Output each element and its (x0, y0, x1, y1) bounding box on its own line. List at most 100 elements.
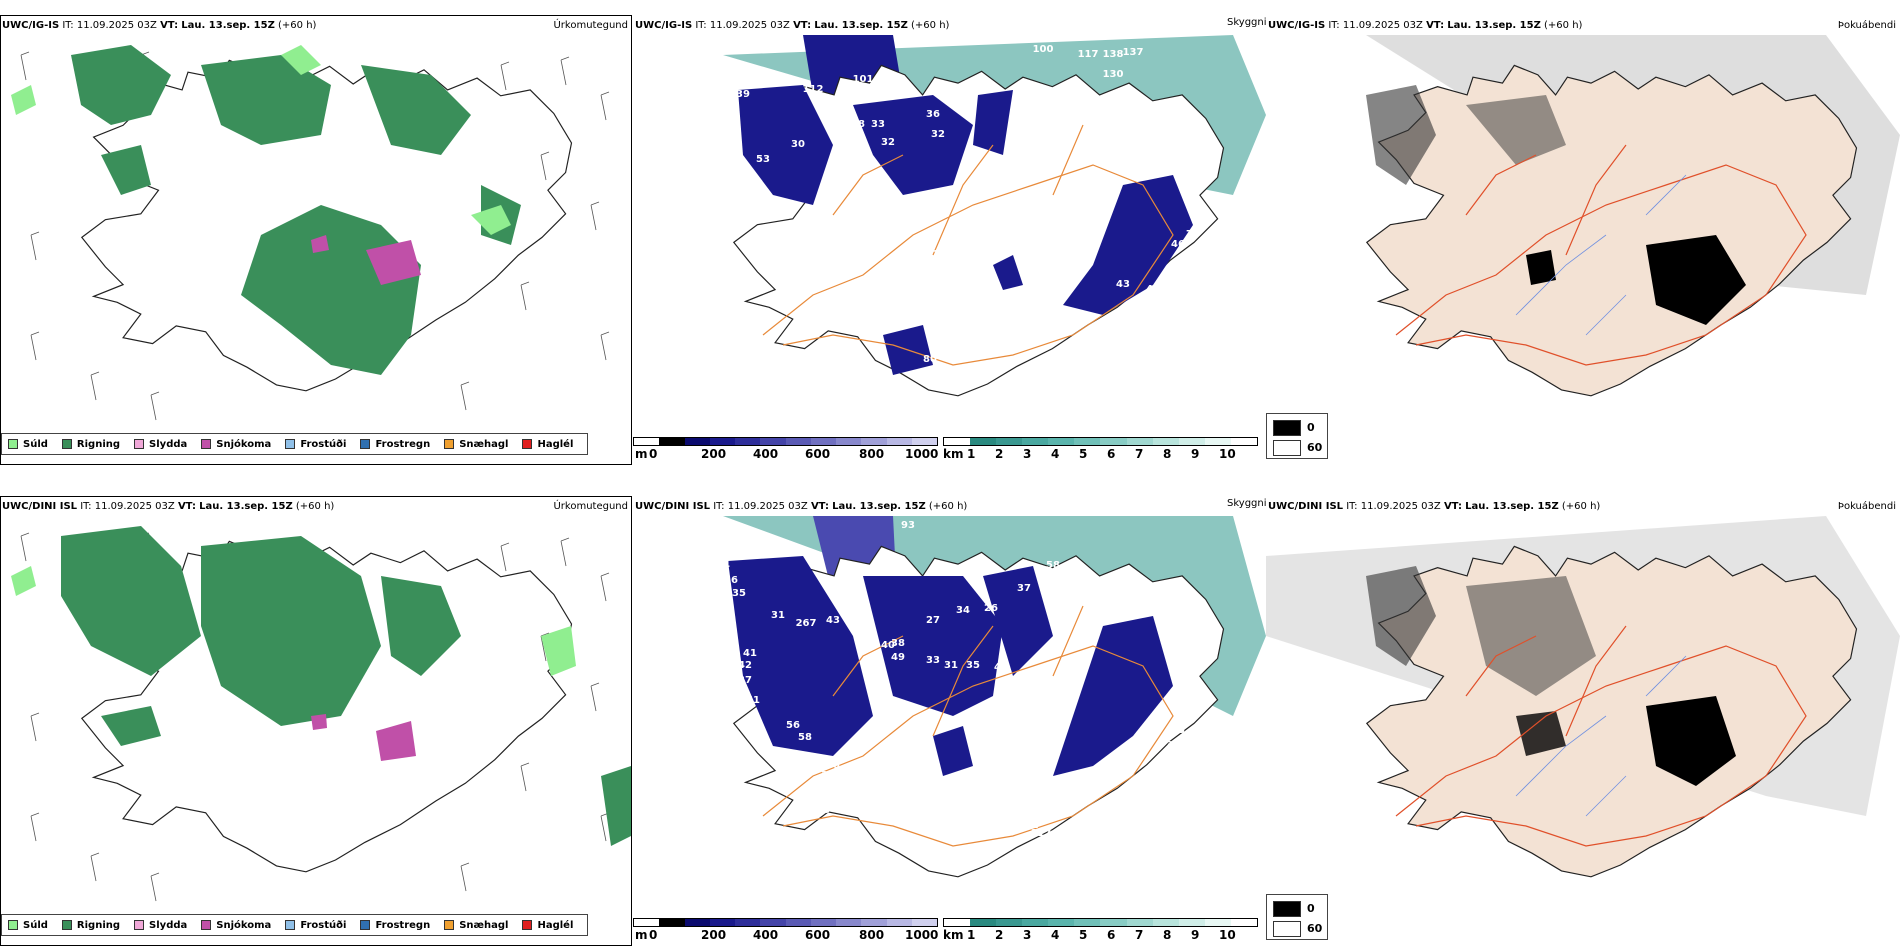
vis-tick: 4 (1051, 447, 1060, 461)
cloud-base-label: 117 (1078, 49, 1099, 60)
cloud-base-label: 109 (1023, 805, 1044, 816)
fog-rivers (1515, 174, 1687, 336)
cloud-base-label: 31 (944, 660, 958, 671)
it-value: 11.09.2025 03Z (709, 20, 790, 31)
vis-tick: 1 (967, 447, 976, 461)
height-unit: m (635, 447, 648, 461)
lead-time: (+60 h) (1561, 501, 1601, 512)
vis-tick: 6 (1107, 447, 1116, 461)
height-tick: 0 (649, 928, 658, 942)
cloud-base-label: 55 (856, 249, 870, 260)
legend-item-frostudi: Frostúði (285, 439, 346, 450)
vis-tick: 3 (1023, 928, 1032, 942)
cloud-base-label: 58 (851, 119, 865, 130)
vis-tick: 1 (967, 928, 976, 942)
vt-label: VT: (1426, 20, 1445, 31)
cloud-base-label: 49 (1021, 169, 1035, 180)
cloud-base-label: 49 (891, 652, 905, 663)
cloud-base-label: 39 (1166, 740, 1180, 751)
cloud-base-label: 34 (1066, 349, 1080, 360)
vis-tick: 10 (1219, 928, 1236, 942)
cloud-base-label: 44 (723, 647, 737, 658)
model-name: UWC/IG-IS (1268, 20, 1326, 31)
legend-item-sudl: Súld (8, 439, 48, 450)
vt-value: Lau. 13.sep. 15Z (832, 501, 926, 512)
cloud-base-label: 61 (746, 695, 760, 706)
cloud-base-label: 59 (1056, 572, 1070, 583)
cloud-base-label: 27 (926, 615, 940, 626)
swatch (201, 920, 212, 930)
cloud-base-label: 35 (732, 588, 746, 599)
vt-label: VT: (1443, 501, 1462, 512)
fog-title: Þokuábendi (1837, 20, 1896, 31)
vis-tick: 8 (1163, 447, 1172, 461)
vt-value: Lau. 13.sep. 15Z (1465, 501, 1559, 512)
legend-item-rigning: Rigning (61, 439, 120, 450)
cloud-base-label: 42 (738, 660, 752, 671)
fog-dense (1366, 85, 1746, 325)
vis-tick: 6 (1107, 928, 1116, 942)
cloud-base-label: 32 (936, 394, 950, 405)
fog-panel-igis: UWC/IG-IS IT: 11.09.2025 03Z VT: Lau. 13… (1266, 0, 1900, 465)
legend-item-slydda: Slydda (134, 920, 187, 931)
vt-value: Lau. 13.sep. 15Z (199, 501, 293, 512)
cloud-base-label: 38 (891, 638, 905, 649)
cloud-base-label: 46 (1171, 239, 1185, 250)
swatch (285, 439, 296, 449)
vt-value: Lau. 13.sep. 15Z (1447, 20, 1541, 31)
cloud-base-label: 32 (931, 129, 945, 140)
fog-dense (1366, 566, 1736, 786)
cloud-base-label: 114 (1003, 810, 1024, 821)
legend-label: Snæhagl (459, 919, 509, 931)
cloud-base-label: 93 (901, 520, 915, 531)
cloud-base-label: 35 (801, 792, 815, 803)
cloud-base-label: 68 (694, 151, 708, 162)
panel-header: UWC/IG-IS IT: 11.09.2025 03Z VT: Lau. 13… (1268, 20, 1896, 34)
precip-title: Úrkomutegund (553, 20, 628, 31)
height-scale: m 0 200 400 600 800 1000 (633, 918, 943, 944)
height-scale-bar (633, 437, 938, 446)
height-tick: 800 (859, 928, 885, 942)
lead-time: (+60 h) (928, 501, 968, 512)
model-name: UWC/DINI ISL (1268, 501, 1344, 512)
precip-map (11, 526, 631, 902)
cloud-base-label: 51 (1181, 700, 1195, 711)
vis-tick: 10 (1219, 447, 1236, 461)
height-tick: 600 (805, 928, 831, 942)
cloud-base-label: 31 (771, 610, 785, 621)
cloud-base-label: 42 (994, 662, 1008, 673)
cloud-base-label: 101 (853, 74, 874, 85)
cloud-base-label: 60 (816, 244, 830, 255)
cloud-base-label: 33 (926, 655, 940, 666)
legend-item-slydda: Slydda (134, 439, 187, 450)
cloud-base-label: 53 (1036, 139, 1050, 150)
cloud-panel-igis: UWC/IG-IS IT: 11.09.2025 03Z VT: Lau. 13… (633, 0, 1266, 465)
vt-value: Lau. 13.sep. 15Z (181, 20, 275, 31)
swatch (61, 920, 72, 930)
cloud-base-label: 295 (943, 369, 964, 380)
cloud-map (723, 516, 1266, 878)
cloud-base-label: 34 (956, 605, 970, 616)
cloud-base-label: 53 (756, 154, 770, 165)
cloud-base-label: 35 (1016, 154, 1030, 165)
cloud-base-label: 77 (956, 339, 970, 350)
cloud-labels-layer: 44 36 39 112 101 100 117 138 137 130 38 32 47 68 53 30 5… (671, 44, 1200, 405)
legend-item-haglel: Haglél (522, 920, 573, 931)
cloud-base-label: 72 (1011, 750, 1025, 761)
cloud-base-label: 71 (1026, 735, 1040, 746)
fog-legend-white (1273, 440, 1301, 456)
cloud-base-label: 64 (996, 204, 1010, 215)
row-igis: UWC/IG-IS IT: 11.09.2025 03Z VT: Lau. 13… (0, 0, 1900, 465)
fog-legend-white-label: 60 (1307, 922, 1323, 935)
fog-legend-white-label: 60 (1307, 441, 1323, 454)
panel-header: UWC/IG-IS IT: 11.09.2025 03Z VT: Lau. 13… (2, 20, 628, 34)
cloud-base-label: 138 (1103, 49, 1124, 60)
height-tick: 800 (859, 447, 885, 461)
lead-time: (+60 h) (1544, 20, 1583, 31)
cloud-base-label: 40 (881, 640, 895, 651)
cloud-base-label: 33 (871, 119, 885, 130)
cloud-title: Skyggni (1227, 498, 1267, 509)
vis-tick: 2 (995, 928, 1004, 942)
cloud-base-label: 58 (798, 732, 812, 743)
it-value: 11.09.2025 03Z (1342, 20, 1423, 31)
